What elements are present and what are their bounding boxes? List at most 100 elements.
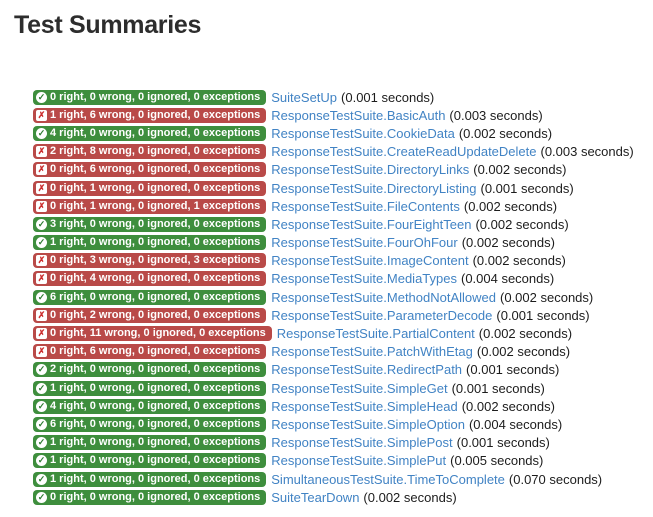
test-duration-label: (0.002 seconds)	[478, 326, 573, 342]
fail-x-icon: ✗	[36, 328, 47, 340]
test-row: ✗ 1 right, 6 wrong, 0 ignored, 0 excepti…	[33, 106, 634, 124]
test-row: ✗ 0 right, 1 wrong, 0 ignored, 1 excepti…	[33, 197, 634, 215]
test-row: ✗ 2 right, 8 wrong, 0 ignored, 0 excepti…	[33, 143, 634, 161]
test-row: ✓ 0 right, 0 wrong, 0 ignored, 0 excepti…	[33, 488, 634, 506]
result-badge: ✓ 0 right, 0 wrong, 0 ignored, 0 excepti…	[33, 489, 267, 505]
test-duration-label: (0.001 seconds)	[451, 380, 545, 396]
test-row: ✗ 0 right, 6 wrong, 0 ignored, 0 excepti…	[33, 343, 634, 361]
test-suite-link[interactable]: ResponseTestSuite.PatchWithEtag	[271, 344, 473, 360]
test-summary-list: ✓ 0 right, 0 wrong, 0 ignored, 0 excepti…	[33, 88, 634, 506]
test-duration-label: (0.002 seconds)	[476, 344, 571, 360]
test-suite-link[interactable]: ResponseTestSuite.RedirectPath	[271, 362, 463, 378]
result-badge: ✗ 0 right, 6 wrong, 0 ignored, 0 excepti…	[33, 162, 267, 178]
test-duration-label: (0.002 seconds)	[458, 125, 553, 141]
test-row: ✓ 2 right, 0 wrong, 0 ignored, 0 excepti…	[33, 361, 634, 379]
result-badge: ✗ 0 right, 3 wrong, 0 ignored, 3 excepti…	[33, 253, 267, 269]
result-summary-label: 1 right, 0 wrong, 0 ignored, 0 exception…	[50, 236, 261, 249]
test-duration-label: (0.002 seconds)	[363, 489, 457, 505]
pass-check-icon: ✓	[36, 382, 47, 394]
test-suite-link[interactable]: ResponseTestSuite.FourEightTeen	[271, 216, 472, 232]
test-suite-link[interactable]: ResponseTestSuite.SimplePost	[271, 435, 453, 451]
result-badge: ✗ 0 right, 11 wrong, 0 ignored, 0 except…	[33, 326, 272, 342]
test-suite-link[interactable]: ResponseTestSuite.DirectoryLinks	[271, 162, 470, 178]
test-row: ✓ 1 right, 0 wrong, 0 ignored, 0 excepti…	[33, 434, 634, 452]
test-row: ✗ 0 right, 4 wrong, 0 ignored, 0 excepti…	[33, 270, 634, 288]
test-row: ✓ 6 right, 0 wrong, 0 ignored, 0 excepti…	[33, 415, 634, 433]
result-summary-label: 0 right, 2 wrong, 0 ignored, 0 exception…	[50, 308, 261, 321]
pass-check-icon: ✓	[36, 237, 47, 249]
test-suite-link[interactable]: ResponseTestSuite.MethodNotAllowed	[271, 289, 497, 305]
test-row: ✗ 0 right, 11 wrong, 0 ignored, 0 except…	[33, 324, 634, 342]
test-duration-label: (0.002 seconds)	[461, 235, 555, 251]
test-row: ✗ 0 right, 6 wrong, 0 ignored, 0 excepti…	[33, 161, 634, 179]
result-summary-label: 1 right, 0 wrong, 0 ignored, 0 exception…	[50, 454, 261, 467]
test-suite-link[interactable]: ResponseTestSuite.CookieData	[271, 125, 455, 141]
fail-x-icon: ✗	[36, 273, 47, 285]
pass-check-icon: ✓	[36, 418, 47, 430]
test-row: ✗ 0 right, 3 wrong, 0 ignored, 3 excepti…	[33, 252, 634, 270]
result-summary-label: 1 right, 0 wrong, 0 ignored, 0 exception…	[50, 472, 261, 485]
result-badge: ✓ 1 right, 0 wrong, 0 ignored, 0 excepti…	[33, 471, 267, 487]
pass-check-icon: ✓	[36, 473, 47, 485]
result-summary-label: 0 right, 1 wrong, 0 ignored, 1 exception…	[50, 199, 261, 212]
result-summary-label: 2 right, 8 wrong, 0 ignored, 0 exception…	[50, 145, 261, 158]
page-title: Test Summaries	[14, 11, 202, 39]
result-badge: ✗ 0 right, 1 wrong, 0 ignored, 1 excepti…	[33, 198, 267, 214]
test-suite-link[interactable]: ResponseTestSuite.FourOhFour	[271, 235, 458, 251]
result-badge: ✗ 0 right, 4 wrong, 0 ignored, 0 excepti…	[33, 271, 267, 287]
fail-x-icon: ✗	[36, 309, 47, 321]
test-suite-link[interactable]: ResponseTestSuite.BasicAuth	[271, 107, 446, 123]
result-badge: ✓ 4 right, 0 wrong, 0 ignored, 0 excepti…	[33, 398, 267, 414]
test-suite-link[interactable]: SuiteTearDown	[271, 489, 360, 505]
pass-check-icon: ✓	[36, 218, 47, 230]
result-summary-label: 0 right, 6 wrong, 0 ignored, 0 exception…	[50, 163, 261, 176]
result-summary-label: 6 right, 0 wrong, 0 ignored, 0 exception…	[50, 290, 261, 303]
result-badge: ✓ 6 right, 0 wrong, 0 ignored, 0 excepti…	[33, 416, 267, 432]
result-summary-label: 0 right, 6 wrong, 0 ignored, 0 exception…	[50, 345, 261, 358]
test-row: ✓ 1 right, 0 wrong, 0 ignored, 0 excepti…	[33, 379, 634, 397]
test-row: ✓ 6 right, 0 wrong, 0 ignored, 0 excepti…	[33, 288, 634, 306]
result-badge: ✓ 3 right, 0 wrong, 0 ignored, 0 excepti…	[33, 216, 267, 232]
test-suite-link[interactable]: SimultaneousTestSuite.TimeToComplete	[271, 471, 505, 487]
result-summary-label: 0 right, 4 wrong, 0 ignored, 0 exception…	[50, 272, 261, 285]
result-badge: ✓ 1 right, 0 wrong, 0 ignored, 0 excepti…	[33, 380, 267, 396]
result-badge: ✓ 1 right, 0 wrong, 0 ignored, 0 excepti…	[33, 435, 267, 451]
pass-check-icon: ✓	[36, 127, 47, 139]
result-badge: ✗ 0 right, 2 wrong, 0 ignored, 0 excepti…	[33, 307, 267, 323]
test-suite-link[interactable]: ResponseTestSuite.MediaTypes	[271, 271, 457, 287]
fail-x-icon: ✗	[36, 164, 47, 176]
result-summary-label: 1 right, 0 wrong, 0 ignored, 0 exception…	[50, 381, 261, 394]
test-suite-link[interactable]: ResponseTestSuite.ParameterDecode	[271, 307, 493, 323]
test-duration-label: (0.004 seconds)	[468, 416, 563, 432]
test-suite-link[interactable]: ResponseTestSuite.SimpleGet	[271, 380, 448, 396]
test-suite-link[interactable]: ResponseTestSuite.DirectoryListing	[271, 180, 477, 196]
test-suite-link[interactable]: SuiteSetUp	[271, 89, 338, 105]
test-row: ✓ 0 right, 0 wrong, 0 ignored, 0 excepti…	[33, 88, 634, 106]
fail-x-icon: ✗	[36, 146, 47, 158]
result-badge: ✗ 2 right, 8 wrong, 0 ignored, 0 excepti…	[33, 144, 267, 160]
fail-x-icon: ✗	[36, 109, 47, 121]
pass-check-icon: ✓	[36, 455, 47, 467]
result-badge: ✓ 1 right, 0 wrong, 0 ignored, 0 excepti…	[33, 453, 267, 469]
test-duration-label: (0.001 seconds)	[466, 362, 560, 378]
test-duration-label: (0.001 seconds)	[480, 180, 574, 196]
test-row: ✓ 1 right, 0 wrong, 0 ignored, 0 excepti…	[33, 470, 634, 488]
result-badge: ✗ 0 right, 6 wrong, 0 ignored, 0 excepti…	[33, 344, 267, 360]
fail-x-icon: ✗	[36, 346, 47, 358]
test-suite-link[interactable]: ResponseTestSuite.SimplePut	[271, 453, 447, 469]
test-suite-link[interactable]: ResponseTestSuite.ImageContent	[271, 253, 469, 269]
test-duration-label: (0.001 seconds)	[341, 89, 435, 105]
result-summary-label: 6 right, 0 wrong, 0 ignored, 0 exception…	[50, 417, 261, 430]
pass-check-icon: ✓	[36, 91, 47, 103]
test-row: ✓ 4 right, 0 wrong, 0 ignored, 0 excepti…	[33, 397, 634, 415]
test-suite-link[interactable]: ResponseTestSuite.FileContents	[271, 198, 460, 214]
test-suite-link[interactable]: ResponseTestSuite.SimpleHead	[271, 398, 458, 414]
result-summary-label: 0 right, 0 wrong, 0 ignored, 0 exception…	[50, 90, 261, 103]
test-row: ✗ 0 right, 1 wrong, 0 ignored, 0 excepti…	[33, 179, 634, 197]
test-suite-link[interactable]: ResponseTestSuite.PartialContent	[276, 326, 475, 342]
test-suite-link[interactable]: ResponseTestSuite.CreateReadUpdateDelete	[271, 144, 537, 160]
test-row: ✓ 1 right, 0 wrong, 0 ignored, 0 excepti…	[33, 234, 634, 252]
pass-check-icon: ✓	[36, 291, 47, 303]
test-suite-link[interactable]: ResponseTestSuite.SimpleOption	[271, 416, 465, 432]
